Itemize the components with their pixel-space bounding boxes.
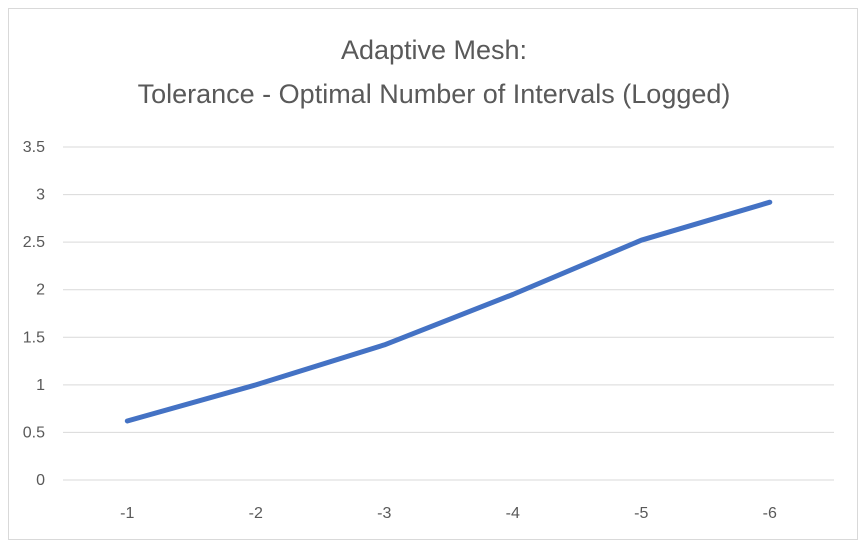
y-tick-label: 0.5: [23, 424, 45, 441]
y-tick-label: 1.5: [23, 329, 45, 346]
chart-title: Adaptive Mesh:: [340, 35, 528, 65]
chart-subtitle: Tolerance - Optimal Number of Intervals …: [137, 79, 731, 109]
chart-title-block: Adaptive Mesh: Tolerance - Optimal Numbe…: [0, 28, 868, 116]
y-tick-label: 3: [36, 187, 45, 204]
x-tick-label: -1: [120, 505, 134, 522]
x-tick-label: -4: [506, 505, 520, 522]
y-tick-label: 1: [36, 377, 45, 394]
y-tick-label: 0: [36, 472, 45, 489]
x-tick-label: -2: [249, 505, 263, 522]
y-tick-label: 3.5: [23, 139, 45, 156]
x-tick-label: -3: [377, 505, 391, 522]
y-tick-label: 2.5: [23, 234, 45, 251]
x-tick-label: -6: [763, 505, 777, 522]
chart-frame: [8, 8, 858, 540]
x-tick-label: -5: [634, 505, 648, 522]
series-line: [124, 199, 773, 424]
y-tick-label: 2: [36, 282, 45, 299]
